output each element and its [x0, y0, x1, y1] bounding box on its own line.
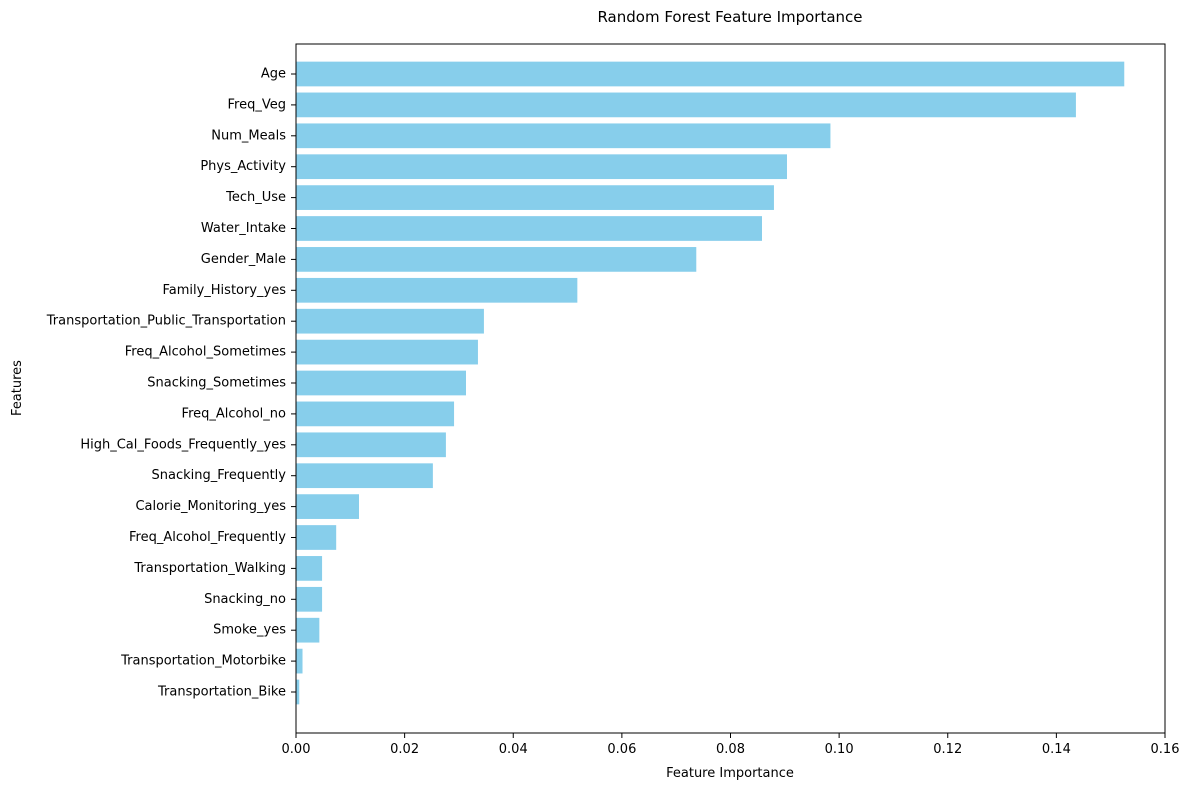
y-tick-label: Transportation_Walking: [133, 561, 286, 576]
x-axis-label: Feature Importance: [666, 766, 794, 781]
bar-High_Cal_Foods_Frequently_yes: [296, 432, 446, 458]
x-axis: 0.00 0.02 0.04 0.06 0.08 0.10 0.12 0.14 0.16: [282, 733, 1180, 757]
x-tick-label: 0.16: [1151, 742, 1180, 757]
bar-Tech_Use: [296, 185, 774, 210]
plot-frame: [295, 43, 1166, 734]
bar-Freq_Veg: [296, 92, 1076, 118]
x-tick-label: 0.02: [390, 742, 419, 757]
x-tick-label: 0.10: [825, 742, 854, 757]
x-tick-label: 0.12: [933, 742, 962, 757]
x-tick-label: 0.04: [499, 742, 528, 757]
y-tick-label: Snacking_no: [204, 592, 286, 607]
bar-Transportation_Bike: [296, 679, 300, 705]
y-tick-label: Snacking_Frequently: [152, 468, 287, 483]
bar-Water_Intake: [296, 216, 763, 241]
x-tick-label: 0.06: [607, 742, 636, 757]
bar-Smoke_yes: [296, 617, 320, 643]
bar-Freq_Alcohol_Frequently: [296, 525, 337, 550]
bar-Age: [296, 61, 1125, 87]
x-tick-label: 0.08: [716, 742, 745, 757]
y-tick-label: Freq_Alcohol_no: [182, 406, 286, 421]
y-tick-label: Transportation_Public_Transportation: [46, 314, 286, 329]
bar-Calorie_Monitoring_yes: [296, 494, 360, 519]
y-axis: Age Freq_Veg Num_Meals Phys_Activity Tech_Us…: [46, 67, 296, 700]
y-tick-label: Age: [261, 67, 286, 82]
bar-Snacking_Frequently: [296, 463, 433, 489]
y-tick-label: Tech_Use: [225, 190, 286, 205]
y-tick-label: Phys_Activity: [200, 159, 286, 174]
y-tick-label: Transportation_Motorbike: [120, 654, 286, 669]
y-tick-label: High_Cal_Foods_Frequently_yes: [80, 437, 286, 452]
bar-Gender_Male: [296, 247, 697, 272]
bar-Snacking_Sometimes: [296, 370, 466, 396]
y-tick-label: Freq_Alcohol_Frequently: [129, 530, 286, 545]
bar-Phys_Activity: [296, 154, 787, 180]
y-tick-label: Freq_Alcohol_Sometimes: [125, 345, 286, 360]
bar-Transportation_Walking: [296, 556, 323, 581]
bar-Freq_Alcohol_Sometimes: [296, 339, 478, 365]
y-tick-label: Freq_Veg: [228, 97, 286, 112]
y-tick-label: Family_History_yes: [162, 283, 286, 298]
y-tick-label: Transportation_Bike: [157, 685, 286, 700]
y-tick-label: Calorie_Monitoring_yes: [135, 499, 286, 514]
bar-Transportation_Motorbike: [296, 648, 303, 674]
bar-Num_Meals: [296, 123, 831, 149]
y-tick-label: Gender_Male: [201, 252, 286, 267]
chart-title: Random Forest Feature Importance: [597, 8, 862, 26]
y-tick-label: Smoke_yes: [213, 623, 286, 638]
bar-Transportation_Public_Transportation: [296, 308, 484, 334]
y-axis-label: Features: [10, 360, 25, 416]
x-tick-label: 0.00: [282, 742, 311, 757]
y-tick-label: Water_Intake: [201, 221, 286, 236]
bars-group: [296, 61, 1125, 705]
bar-Freq_Alcohol_no: [296, 401, 455, 427]
y-tick-label: Snacking_Sometimes: [147, 376, 286, 391]
bar-Snacking_no: [296, 586, 323, 612]
y-tick-label: Num_Meals: [211, 128, 286, 143]
x-tick-label: 0.14: [1042, 742, 1071, 757]
bar-Family_History_yes: [296, 277, 578, 303]
